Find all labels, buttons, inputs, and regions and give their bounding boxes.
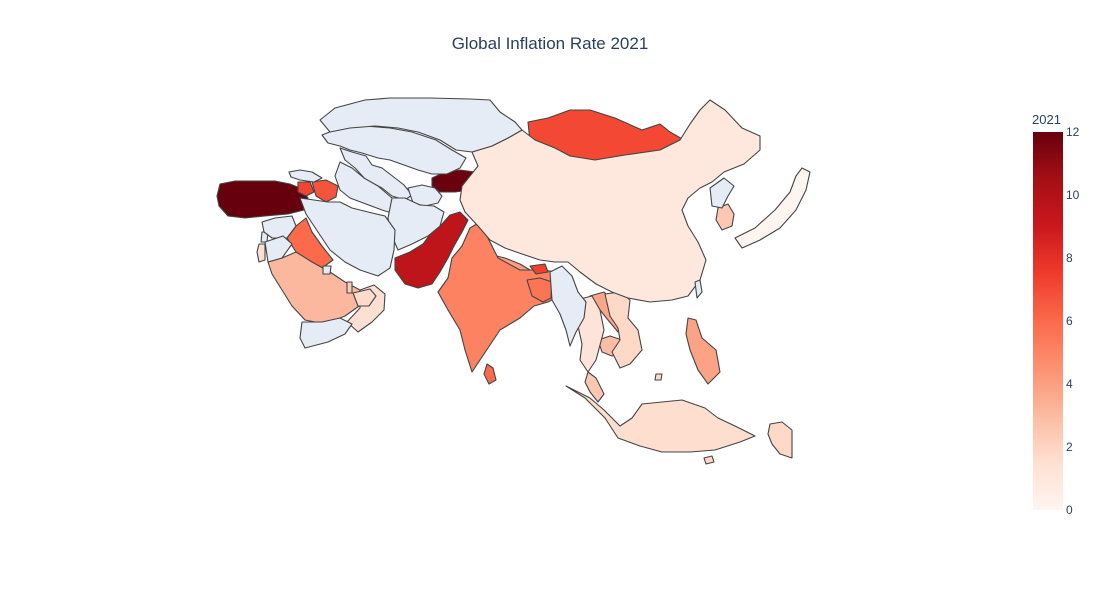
country-yemen[interactable]: Yemen: [299, 317, 353, 349]
country-indonesia[interactable]: Indonesia: [565, 385, 756, 453]
country-japan[interactable]: Japan: [734, 167, 811, 249]
colorbar-tick-label: 12: [1066, 125, 1080, 139]
colorbar: 2021 0 2 4 6 8 10 12: [1032, 112, 1080, 517]
country-brunei[interactable]: Brunei: [654, 373, 663, 381]
country-turkey[interactable]: Turkey: [216, 180, 309, 219]
country-timor-leste[interactable]: Timor-Leste: [703, 455, 715, 465]
colorbar-tick-label: 2: [1066, 440, 1073, 454]
country-sri-lanka[interactable]: Sri Lanka: [483, 363, 497, 385]
colorbar-tick-label: 8: [1066, 251, 1073, 265]
country-azerbaijan[interactable]: Azerbaijan: [311, 179, 339, 203]
country-bangladesh[interactable]: Bangladesh: [526, 277, 553, 303]
colorbar-ticks: 0 2 4 6 8 10 12: [1066, 125, 1080, 517]
country-kuwait[interactable]: Kuwait: [322, 265, 332, 275]
colorbar-tick-label: 6: [1066, 314, 1073, 328]
country-bhutan[interactable]: Bhutan: [529, 263, 549, 275]
colorbar-gradient: [1033, 132, 1063, 510]
geo-layer: TurkeyKyrgyzstanPakistanMongoliaSri Lank…: [216, 97, 811, 465]
country-iran[interactable]: Iran: [299, 197, 396, 277]
country-united-arab-emirates[interactable]: United Arab Emirates: [352, 288, 377, 307]
country-jordan[interactable]: Jordan: [264, 235, 293, 263]
country-israel[interactable]: Israel: [256, 243, 266, 263]
country-georgia[interactable]: Georgia: [288, 169, 323, 183]
country-philippines[interactable]: Philippines: [685, 317, 721, 385]
country-qatar[interactable]: Qatar: [346, 281, 353, 294]
country-malaysia[interactable]: Malaysia: [584, 371, 605, 403]
chart-title: Global Inflation Rate 2021: [451, 34, 649, 53]
colorbar-tick-label: 0: [1066, 503, 1073, 517]
country-papua-new-guinea[interactable]: Papua New Guinea: [767, 421, 793, 459]
country-vietnam[interactable]: Vietnam: [604, 291, 643, 369]
country-myanmar[interactable]: Myanmar: [549, 265, 587, 347]
country-pakistan[interactable]: Pakistan: [394, 211, 469, 289]
country-north-korea[interactable]: North Korea: [709, 177, 735, 209]
country-russia[interactable]: Russia: [319, 97, 523, 153]
colorbar-title: 2021: [1032, 112, 1061, 127]
colorbar-tick-label: 10: [1066, 188, 1080, 202]
country-taiwan[interactable]: Taiwan: [694, 279, 703, 299]
country-kazakhstan[interactable]: Kazakhstan: [321, 125, 467, 175]
colorbar-tick-label: 4: [1066, 377, 1073, 391]
country-syria[interactable]: Syria: [261, 215, 297, 239]
country-armenia[interactable]: Armenia: [297, 181, 315, 197]
country-south-korea[interactable]: South Korea: [715, 203, 735, 231]
country-china[interactable]: China: [459, 99, 761, 303]
